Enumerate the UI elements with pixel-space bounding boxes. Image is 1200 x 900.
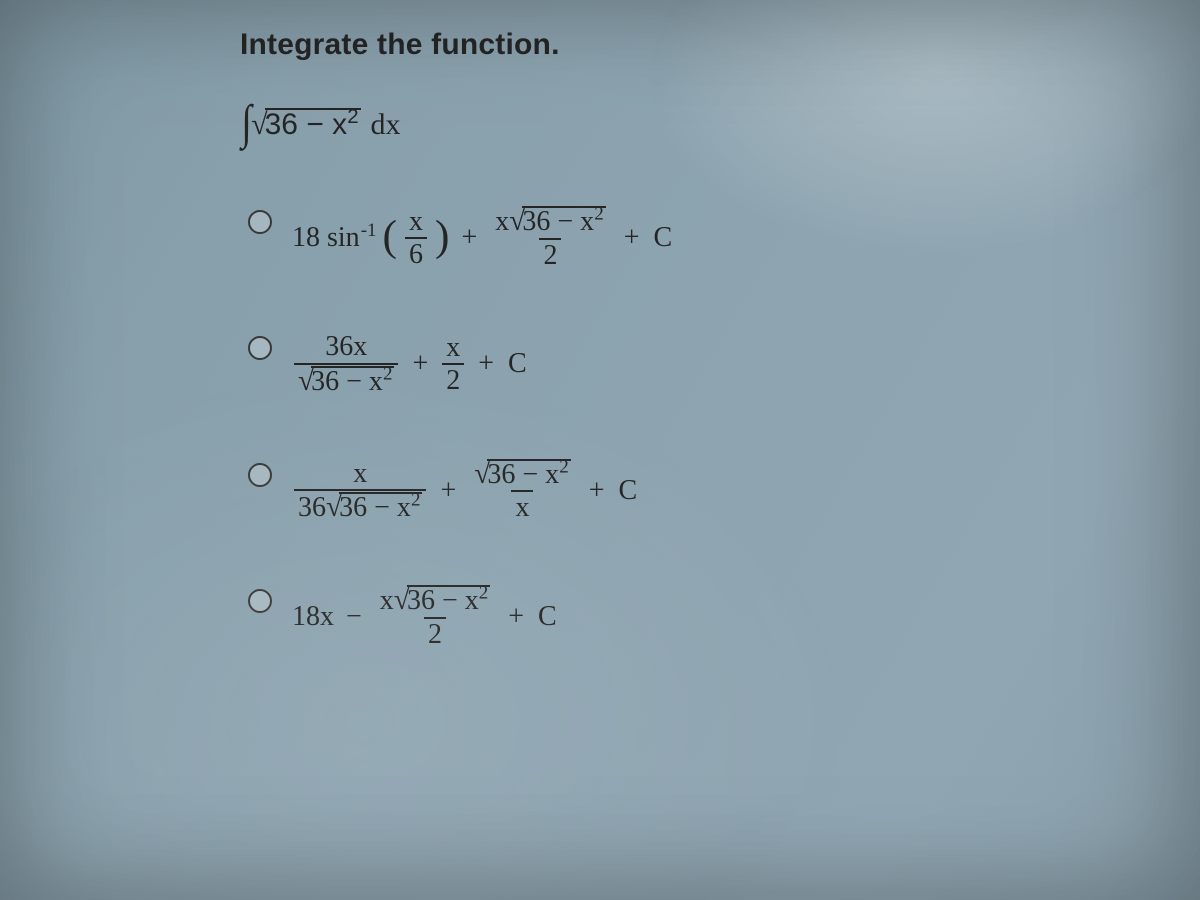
answer-choice-c[interactable]: x 36 √ 36 − x2 + √ xyxy=(248,459,1020,523)
a-num-root: 36 − x xyxy=(522,206,594,237)
answer-a-expr: 18 sin-1 ( x 6 ) + x √ 36 − x2 xyxy=(292,206,672,270)
a-frac-num: x xyxy=(405,207,427,237)
answer-choice-d[interactable]: 18x − x √ 36 − x2 2 + C xyxy=(248,585,1020,649)
c-second-num-root-exp: 2 xyxy=(559,456,569,477)
c-second-num-root: 36 − x xyxy=(487,459,559,490)
d-constant: C xyxy=(536,601,557,633)
minus-icon: − xyxy=(340,601,368,633)
d-num-root-exp: 2 xyxy=(479,582,489,603)
radio-c[interactable] xyxy=(248,463,272,487)
c-constant: C xyxy=(617,475,638,507)
integral-expression: ∫ √ 36 − x2 dx xyxy=(240,108,1020,142)
radio-b[interactable] xyxy=(248,336,272,360)
c-first-den-root-exp: 2 xyxy=(411,490,421,511)
b-first-frac: 36x √ 36 − x2 xyxy=(294,332,398,396)
d-frac: x √ 36 − x2 2 xyxy=(376,585,494,649)
plus-icon: + xyxy=(434,475,462,507)
answer-choice-a[interactable]: 18 sin-1 ( x 6 ) + x √ 36 − x2 xyxy=(248,206,1020,270)
b-den-root-exp: 2 xyxy=(383,363,393,384)
d-num-root: 36 − x xyxy=(407,585,479,616)
c-second-den: x xyxy=(511,490,533,522)
plus-icon: + xyxy=(406,348,434,380)
answer-d-expr: 18x − x √ 36 − x2 2 + C xyxy=(292,585,557,649)
a-num-root-exp: 2 xyxy=(594,204,604,225)
d-num-lead: x xyxy=(380,585,394,616)
a-second-den: 2 xyxy=(539,238,561,270)
plus-icon: + xyxy=(583,475,611,507)
integral-sign: ∫ xyxy=(241,109,252,138)
a-num-lead: x xyxy=(495,206,509,237)
radio-a[interactable] xyxy=(248,210,272,234)
integrand-root: √ 36 − x2 xyxy=(251,108,360,142)
dx: dx xyxy=(371,108,401,142)
radio-d[interactable] xyxy=(248,589,272,613)
b-den-root: 36 − x xyxy=(311,366,383,397)
a-constant: C xyxy=(652,222,673,254)
answer-c-expr: x 36 √ 36 − x2 + √ xyxy=(292,459,637,523)
plus-icon: + xyxy=(618,222,646,254)
a-x-over-6: x 6 xyxy=(405,207,427,270)
c-first-num: x xyxy=(349,459,371,489)
c-first-den-root: 36 − x xyxy=(339,492,411,523)
c-first-den-lead: 36 xyxy=(298,492,326,523)
a-frac-den: 6 xyxy=(405,237,427,269)
root-exp: 2 xyxy=(347,106,358,128)
c-second-frac: √ 36 − x2 x xyxy=(470,459,574,523)
a-second-frac: x √ 36 − x2 2 xyxy=(491,206,609,270)
answer-choice-b[interactable]: 36x √ 36 − x2 + x 2 + xyxy=(248,332,1020,396)
a-lead: 18 sin xyxy=(292,222,360,253)
plus-icon: + xyxy=(472,348,500,380)
b-second-frac: x 2 xyxy=(442,333,464,396)
c-first-frac: x 36 √ 36 − x2 xyxy=(294,459,426,523)
answer-list: 18 sin-1 ( x 6 ) + x √ 36 − x2 xyxy=(248,206,1020,649)
root-body: 36 − x xyxy=(265,108,348,141)
a-lead-exp: -1 xyxy=(361,220,377,241)
b-constant: C xyxy=(506,348,527,380)
question-prompt: Integrate the function. xyxy=(240,28,1020,62)
plus-icon: + xyxy=(502,601,530,633)
d-lead: 18x xyxy=(292,601,334,633)
plus-icon: + xyxy=(455,222,483,254)
b-second-den: 2 xyxy=(442,363,464,395)
b-second-num: x xyxy=(442,333,464,363)
d-den: 2 xyxy=(424,617,446,649)
b-first-num: 36x xyxy=(321,332,371,362)
answer-b-expr: 36x √ 36 − x2 + x 2 + xyxy=(292,332,527,396)
